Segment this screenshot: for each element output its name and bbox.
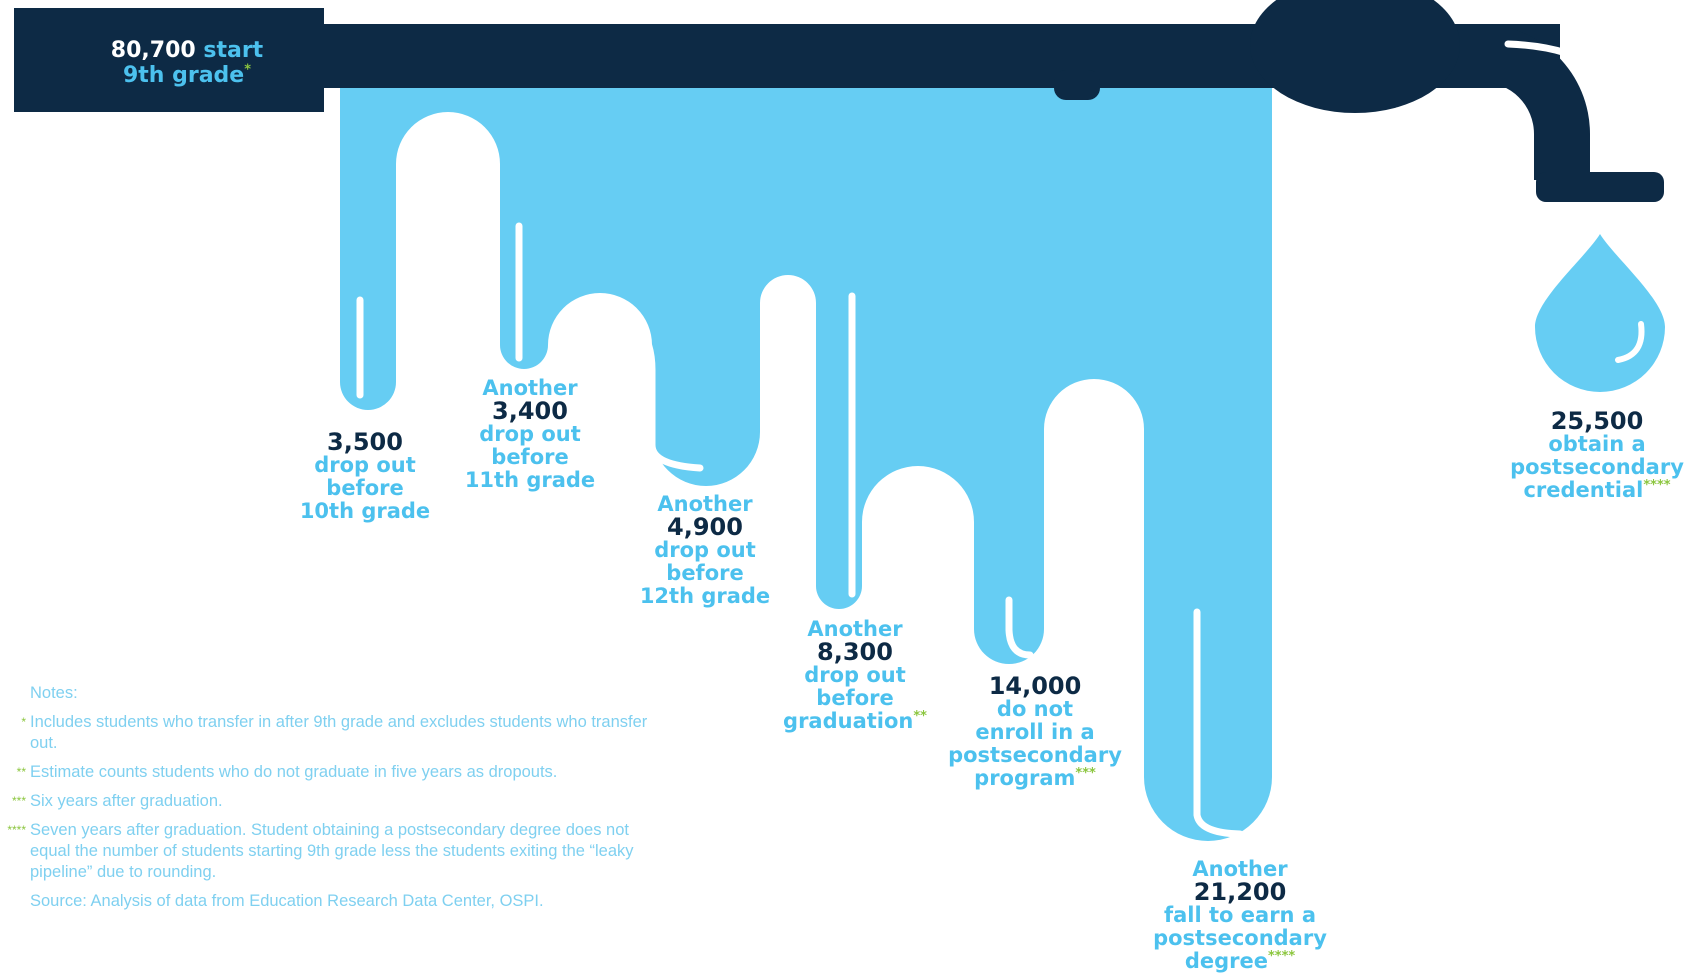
stage-graduation: Another 8,300 drop out before graduation… bbox=[750, 618, 960, 733]
stage-line: before bbox=[326, 476, 404, 500]
pipe-highlight bbox=[1504, 40, 1626, 124]
stage-postsecondary-enrollment: 14,000 do not enroll in a postsecondary … bbox=[925, 672, 1145, 790]
stage-line: degree bbox=[1184, 949, 1268, 973]
notes-title: Notes: bbox=[30, 684, 78, 702]
stage-line: postsecondary bbox=[948, 743, 1122, 767]
stage-prefix: Another bbox=[807, 617, 903, 641]
stage-line: before bbox=[491, 445, 569, 469]
water-highlights bbox=[356, 222, 1244, 838]
stage-line: do not bbox=[996, 697, 1074, 721]
stage-prefix: Another bbox=[657, 492, 753, 516]
start-grade: 9th grade bbox=[122, 63, 245, 88]
drop-highlight bbox=[1615, 321, 1645, 363]
stage-line: before bbox=[816, 686, 894, 710]
stage-count: 4,900 bbox=[667, 513, 743, 541]
stage-prefix: Another bbox=[1192, 857, 1288, 881]
stage-line: drop out bbox=[654, 538, 756, 562]
stage-line: 11th grade bbox=[464, 468, 596, 492]
stage-12th-grade: Another 4,900 drop out before 12th grade bbox=[605, 493, 805, 608]
note-mark: * bbox=[21, 715, 26, 729]
stage-postsecondary-degree: Another 21,200 fall to earn a postsecond… bbox=[1130, 858, 1350, 973]
stage-11th-grade: Another 3,400 drop out before 11th grade bbox=[432, 377, 628, 492]
note-text: Seven years after graduation. Student ob… bbox=[30, 821, 634, 881]
start-text: start bbox=[203, 38, 264, 63]
stage-line: drop out bbox=[314, 453, 416, 477]
stage-line: obtain a bbox=[1548, 432, 1646, 456]
notes-section: Notes: * Includes students who transfer i… bbox=[4, 683, 664, 920]
stage-line: drop out bbox=[479, 422, 581, 446]
footnote-mark: * bbox=[244, 62, 252, 78]
stage-count: 3,500 bbox=[327, 428, 403, 456]
stage-count: 21,200 bbox=[1193, 878, 1287, 906]
note-text: Includes students who transfer in after … bbox=[30, 713, 648, 752]
stage-line: drop out bbox=[804, 663, 906, 687]
note-mark: ** bbox=[16, 765, 26, 779]
water-drop-icon bbox=[1535, 234, 1665, 392]
stage-credential: 25,500 obtain a postsecondary credential… bbox=[1490, 407, 1704, 502]
stage-10th-grade: 3,500 drop out before 10th grade bbox=[270, 428, 460, 523]
stage-line: before bbox=[666, 561, 744, 585]
stage-count: 14,000 bbox=[988, 672, 1082, 700]
stage-prefix: Another bbox=[482, 376, 578, 400]
note-text: Six years after graduation. bbox=[30, 792, 223, 810]
footnote-mark: ** bbox=[913, 709, 927, 724]
footnote-mark: **** bbox=[1643, 478, 1671, 493]
note-text: Estimate counts students who do not grad… bbox=[30, 763, 558, 781]
stage-count: 8,300 bbox=[817, 638, 893, 666]
stage-line: 10th grade bbox=[299, 499, 431, 523]
stage-count: 3,400 bbox=[492, 397, 568, 425]
footnote-mark: **** bbox=[1267, 949, 1296, 964]
stage-line: postsecondary bbox=[1510, 455, 1684, 479]
stage-line: graduation bbox=[783, 709, 914, 733]
note-mark: **** bbox=[7, 823, 26, 837]
stage-line: credential bbox=[1523, 478, 1644, 502]
pipe bbox=[320, 0, 1664, 202]
stage-line: enroll in a bbox=[975, 720, 1095, 744]
stage-count: 25,500 bbox=[1550, 407, 1644, 435]
start-count: 80,700 bbox=[110, 38, 196, 63]
footnote-mark: *** bbox=[1075, 766, 1096, 781]
stage-line: 12th grade bbox=[639, 584, 771, 608]
starting-cohort-box: 80,700 start 9th grade* bbox=[14, 8, 324, 112]
note-mark: *** bbox=[11, 794, 26, 808]
stage-line: fall to earn a bbox=[1164, 903, 1316, 927]
stage-line: postsecondary bbox=[1153, 926, 1327, 950]
source-text: Source: Analysis of data from Education … bbox=[30, 892, 544, 910]
water-flow bbox=[340, 88, 1272, 841]
stage-line: program bbox=[974, 766, 1076, 790]
